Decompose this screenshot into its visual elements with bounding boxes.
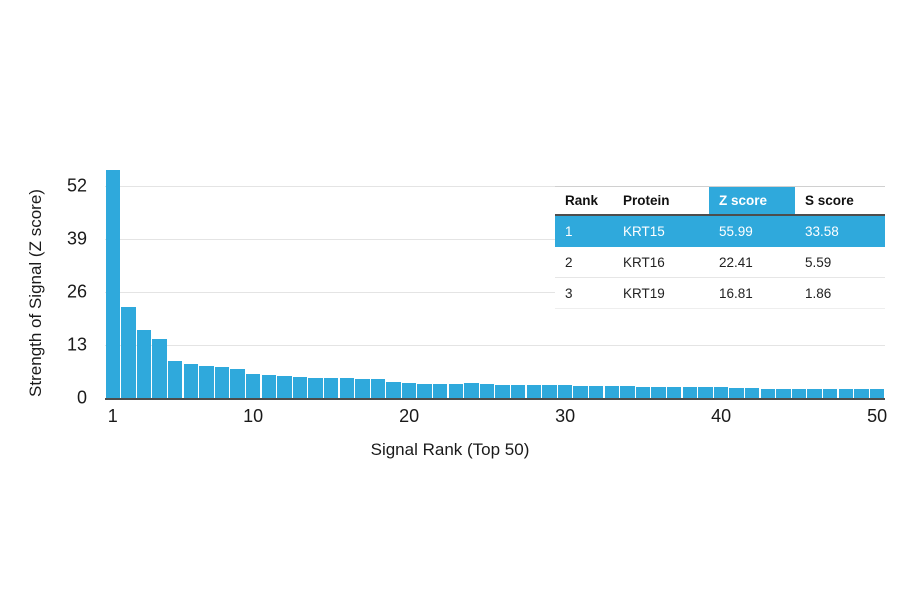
bar [464, 383, 479, 398]
gridline [105, 292, 885, 294]
table-header-cell-z-score: Z score [709, 187, 795, 214]
x-axis-line [105, 398, 885, 400]
table-cell: 3 [565, 285, 573, 301]
bar [604, 386, 619, 398]
x-tick-labels: 1 10 20 30 40 50 [105, 406, 888, 428]
bar [479, 384, 495, 398]
bar [167, 360, 183, 398]
bar [729, 388, 744, 398]
gridline [105, 345, 885, 347]
bar [370, 379, 386, 398]
bar [760, 388, 775, 398]
bar [152, 338, 167, 398]
gridline [105, 186, 885, 188]
bar [214, 367, 230, 398]
bar [136, 329, 152, 398]
table-header-cell-rank: Rank [565, 193, 599, 208]
bar [526, 384, 542, 398]
bar [698, 387, 713, 398]
bar [620, 386, 635, 398]
bar [121, 306, 136, 398]
table-cell: 55.99 [719, 224, 753, 239]
bar [292, 377, 308, 398]
y-tick-label: 13 [66, 334, 87, 355]
table-cell: 22.41 [719, 254, 753, 270]
bar [339, 378, 354, 398]
bar [308, 377, 323, 398]
bar [261, 375, 276, 398]
table-row: 2 KRT16 22.41 5.59 [555, 247, 885, 278]
bar [355, 378, 370, 398]
x-tick-label: 20 [399, 406, 420, 426]
bar [776, 388, 791, 398]
bar [666, 387, 682, 398]
y-axis-title: Strength of Signal (Z score) [26, 189, 45, 397]
x-tick-label: 10 [243, 406, 264, 426]
bar [542, 384, 557, 398]
bar [682, 387, 697, 398]
bar [791, 388, 807, 398]
bar [277, 376, 292, 398]
ranking-table: Rank Protein Z score S score 1 KRT15 55.99 33.… [555, 186, 885, 309]
x-tick-label: 30 [555, 406, 576, 426]
bar [838, 389, 853, 398]
bar [199, 365, 214, 398]
bar [417, 383, 432, 398]
table-row: 3 KRT19 16.81 1.86 [555, 278, 885, 309]
table-cell: 1.86 [805, 285, 832, 301]
x-tick-label: 50 [867, 406, 888, 426]
bar [744, 388, 760, 398]
bar [401, 383, 417, 398]
bar [511, 384, 526, 398]
bar [495, 384, 510, 398]
y-tick-labels: 0 13 26 39 52 [50, 170, 95, 408]
x-axis-title: Signal Rank (Top 50) [370, 440, 530, 459]
bar [651, 386, 666, 398]
table-header-cell-protein: Protein [623, 193, 670, 208]
table-row: 1 KRT15 55.99 33.58 [555, 216, 885, 247]
bar [807, 389, 822, 398]
bar [869, 389, 885, 398]
table-body: 1 KRT15 55.99 33.58 2 KRT16 22.41 5.59 3 KRT19 16.… [555, 216, 885, 309]
x-tick-label: 40 [711, 406, 732, 426]
table-cell: 2 [565, 254, 573, 270]
bar [713, 387, 729, 398]
bar [589, 385, 604, 398]
table-cell: 16.81 [719, 285, 753, 301]
y-tick-label: 52 [66, 175, 87, 196]
table-cell: 1 [565, 224, 573, 239]
bar [448, 384, 464, 398]
bar [245, 374, 261, 398]
bar [105, 170, 120, 398]
bar [323, 378, 339, 398]
bar [557, 385, 573, 398]
y-tick-label: 26 [66, 281, 87, 302]
table-cell: 5.59 [805, 254, 832, 270]
bar [854, 389, 869, 398]
table-cell: KRT15 [623, 224, 665, 239]
table-cell: KRT16 [623, 254, 665, 270]
table-header-row: Rank Protein Z score S score [555, 186, 885, 216]
x-tick-label: 1 [107, 406, 118, 426]
bar [822, 389, 838, 398]
bar [386, 382, 401, 398]
plot-area: Rank Protein Z score S score 1 KRT15 55.99 33.… [105, 170, 885, 400]
bar [230, 368, 245, 398]
y-tick-label: 0 [76, 387, 87, 408]
bar [183, 364, 198, 398]
table-header-cell-s-score: S score [805, 193, 854, 208]
table-cell: 33.58 [805, 224, 839, 239]
bar [635, 386, 651, 398]
gridline [105, 239, 885, 241]
table-cell: KRT19 [623, 285, 665, 301]
y-tick-label: 39 [66, 228, 87, 249]
bar [433, 383, 448, 398]
bars-container [105, 170, 885, 398]
bar [573, 385, 588, 398]
